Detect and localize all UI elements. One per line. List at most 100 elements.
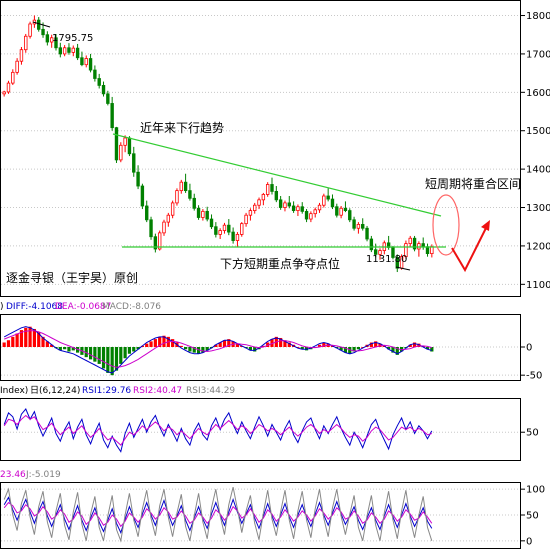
candle-body xyxy=(110,103,114,129)
macd-bar xyxy=(15,333,19,347)
macd-diff-line xyxy=(3,326,432,374)
macd-tick-label: -50 xyxy=(526,371,542,382)
candle-body xyxy=(339,207,343,216)
candle-body xyxy=(175,190,179,204)
macd-bar xyxy=(279,337,283,347)
macd-bar xyxy=(71,347,75,351)
candle-body xyxy=(67,47,71,53)
macd-bar xyxy=(352,347,356,352)
rsi-header-rsi3: RSI3:44.29 xyxy=(186,386,235,396)
candle-body xyxy=(188,190,192,199)
macd-bar xyxy=(41,336,45,347)
macd-header-macd: MACD:-8.076 xyxy=(102,302,161,312)
candle-body xyxy=(62,47,67,55)
macd-bar xyxy=(296,347,300,348)
main-tick-label: 1200 xyxy=(526,241,550,252)
macd-bar xyxy=(188,347,192,352)
macd-bar xyxy=(339,347,343,351)
macd-bar xyxy=(32,328,36,347)
macd-bar xyxy=(317,344,322,347)
macd-bar xyxy=(283,340,287,347)
candle-body xyxy=(218,230,222,235)
main-grid xyxy=(1,15,520,285)
macd-bar xyxy=(24,327,28,347)
macd-bar xyxy=(50,344,54,347)
candle-body xyxy=(71,47,75,53)
candle-body xyxy=(408,237,412,245)
candle-body xyxy=(270,184,274,192)
macd-bar xyxy=(425,347,430,350)
candle-body xyxy=(425,246,430,255)
macd-bar xyxy=(304,347,309,351)
macd-bar xyxy=(322,342,326,347)
macd-bar xyxy=(270,339,274,347)
macd-bar xyxy=(378,343,382,347)
candle-body xyxy=(235,233,240,241)
rsi-y-axis: 50 xyxy=(520,428,539,439)
macd-bar xyxy=(158,336,162,347)
macd-bar xyxy=(266,342,270,347)
candle-body xyxy=(6,82,11,93)
candle-body xyxy=(322,195,326,206)
macd-bar xyxy=(248,347,252,351)
macd-bar xyxy=(227,339,231,347)
rsi-header-rsi1: RSI1:29.76 xyxy=(82,386,131,396)
candle-body xyxy=(11,71,15,84)
candle-body xyxy=(326,195,330,200)
macd-bar xyxy=(45,341,49,347)
macd-bar xyxy=(106,347,110,373)
candle-body xyxy=(162,221,166,234)
main-tick-label: 1700 xyxy=(526,49,550,60)
macd-bar xyxy=(356,347,360,350)
candle-body xyxy=(170,202,175,216)
candle-body xyxy=(54,37,58,49)
macd-tick-label: 0 xyxy=(526,343,532,354)
candle-body xyxy=(373,249,378,255)
macd-bar xyxy=(119,347,123,364)
candle-body xyxy=(19,49,24,62)
candle-body xyxy=(106,93,110,104)
low-pointer xyxy=(395,266,411,271)
candle-body xyxy=(253,204,257,211)
candle-body xyxy=(265,184,270,195)
macd-bar xyxy=(63,347,67,350)
macd-bar xyxy=(2,342,6,347)
macd-bar xyxy=(374,341,378,347)
candle-body xyxy=(287,202,291,207)
candle-body xyxy=(119,144,123,161)
high-pointer xyxy=(32,21,51,28)
macd-bar xyxy=(300,347,304,350)
macd-bar xyxy=(201,347,205,353)
candle-body xyxy=(75,47,80,59)
macd-grid xyxy=(1,346,520,376)
candle-body xyxy=(166,214,171,223)
macd-bar xyxy=(430,347,434,352)
main-tick-label: 1600 xyxy=(526,88,550,99)
candle-body xyxy=(183,181,188,192)
candle-body xyxy=(274,190,279,201)
candle-body xyxy=(80,57,84,66)
rsi-header-prefix: Index) xyxy=(0,386,28,396)
macd-bar xyxy=(145,343,149,347)
candle-body xyxy=(140,185,145,207)
macd-bar xyxy=(171,339,175,347)
candle-body xyxy=(153,236,158,250)
candle-body xyxy=(261,194,266,201)
rsi-lines xyxy=(3,408,433,453)
candle-body xyxy=(37,19,41,30)
candle-body xyxy=(41,28,45,36)
candle-body xyxy=(196,207,201,218)
candle-body xyxy=(304,210,309,220)
kdj-grid xyxy=(1,488,520,542)
candle-body xyxy=(244,214,248,225)
main-tick-label: 1800 xyxy=(526,11,550,22)
macd-bar xyxy=(218,342,222,347)
main-tick-label: 1400 xyxy=(526,165,550,176)
macd-dea-line xyxy=(4,330,432,368)
candle-body xyxy=(300,206,304,212)
main-y-axis: 1100 1200 1300 1400 1500 1600 1700 1800 xyxy=(520,11,550,291)
candle-body xyxy=(123,137,127,146)
candle-body xyxy=(149,219,153,238)
kdj-y-axis: 100 50 0 xyxy=(520,485,545,547)
main-tick-label: 1300 xyxy=(526,203,550,214)
